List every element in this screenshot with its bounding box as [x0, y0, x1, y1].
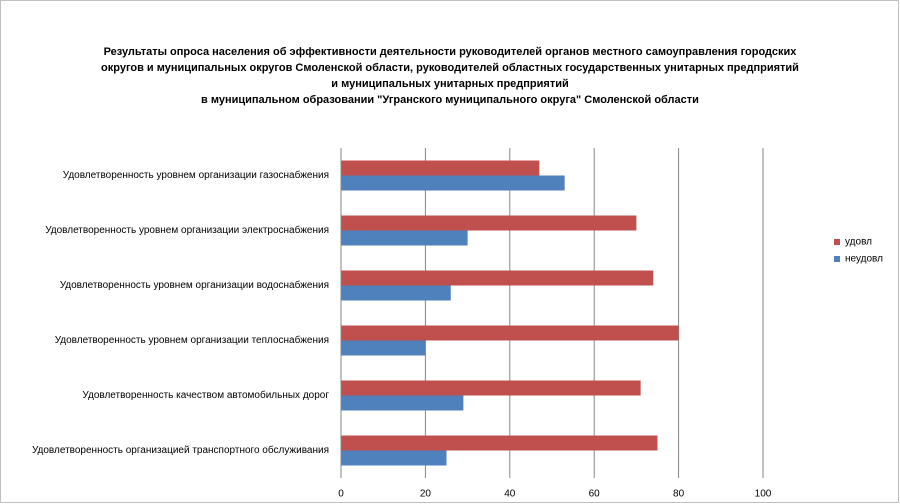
x-tick-label: 20 — [420, 489, 432, 500]
bar — [341, 230, 468, 246]
legend-swatch — [834, 256, 840, 262]
y-tick-label: Удовлетворенность уровнем организации те… — [55, 334, 329, 346]
x-tick-label: 60 — [589, 489, 601, 500]
x-tick-label: 40 — [504, 489, 516, 500]
y-tick-label: Удовлетворенность уровнем организации га… — [63, 169, 329, 181]
y-tick-label: Удовлетворенность качеством автомобильны… — [82, 389, 329, 401]
x-tick-label: 100 — [755, 489, 772, 500]
y-tick-label: Удовлетворенность уровнем организации эл… — [45, 224, 329, 236]
chart-title: в муниципальном образовании "Угранского … — [201, 94, 699, 106]
bar — [341, 175, 565, 191]
bar — [341, 325, 679, 341]
chart-title: и муниципальных унитарных предприятий — [331, 78, 568, 90]
legend-swatch — [834, 239, 840, 245]
bar — [341, 340, 426, 356]
bar — [341, 435, 658, 451]
bar — [341, 285, 451, 301]
bar — [341, 215, 637, 231]
x-tick-label: 0 — [338, 489, 344, 500]
x-tick-label: 80 — [673, 489, 685, 500]
legend-label: удовл — [845, 237, 872, 248]
bar — [341, 270, 654, 286]
y-tick-label: Удовлетворенность уровнем организации во… — [60, 279, 329, 291]
bar — [341, 160, 540, 176]
y-tick-label: Удовлетворенность организацией транспорт… — [32, 444, 329, 456]
bar — [341, 395, 464, 411]
chart-title: Результаты опроса населения об эффективн… — [104, 46, 798, 58]
legend-label: неудовл — [845, 254, 883, 265]
bar — [341, 450, 447, 466]
chart-title: округов и муниципальных округов Смоленск… — [101, 62, 799, 74]
bar — [341, 380, 641, 396]
